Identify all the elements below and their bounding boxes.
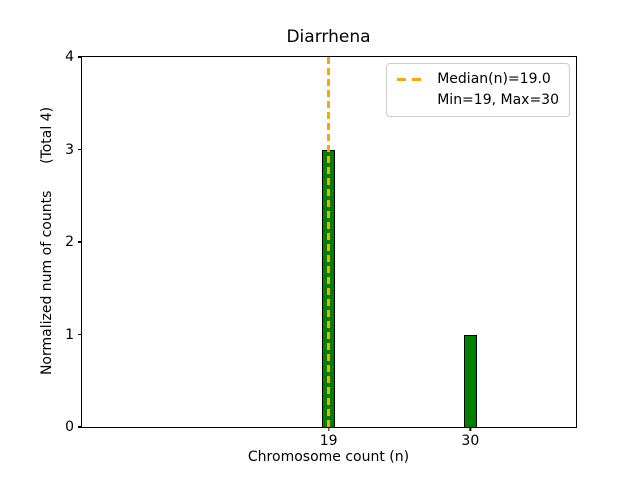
y-tick-label: 4 xyxy=(65,49,74,65)
x-axis-label: Chromosome count (n) xyxy=(247,449,410,465)
chart-title: Diarrhena xyxy=(286,27,371,47)
legend-minmax-label: Min=19, Max=30 xyxy=(437,92,559,108)
y-tick-label: 3 xyxy=(65,141,74,158)
y-tick-mark xyxy=(78,426,82,428)
y-tick-mark xyxy=(78,241,82,243)
y-tick-label: 1 xyxy=(65,326,74,343)
y-tick-label: 0 xyxy=(65,419,74,435)
plot-area: Median(n)=19.0 Min=19, Max=30 19 30 0 1 2 3 4 xyxy=(65,49,577,449)
y-tick-mark xyxy=(78,56,82,58)
y-tick-mark xyxy=(78,333,82,336)
legend: Median(n)=19.0 Min=19, Max=30 xyxy=(386,63,570,117)
median-line xyxy=(327,57,331,427)
x-tick-label: 30 xyxy=(461,433,480,449)
x-tick-label: 19 xyxy=(319,433,338,449)
y-axis-label: Normalized num of counts (Total 4) xyxy=(39,106,55,376)
median-dashed-line-icon xyxy=(397,78,426,81)
legend-row-median: Median(n)=19.0 xyxy=(397,69,559,90)
legend-row-minmax: Min=19, Max=30 xyxy=(437,90,559,111)
bar xyxy=(463,334,477,427)
y-tick-mark xyxy=(78,148,82,151)
x-tick-mark xyxy=(469,427,471,431)
legend-median-label: Median(n)=19.0 xyxy=(437,71,551,87)
y-tick-label: 2 xyxy=(65,234,74,250)
x-tick-mark xyxy=(327,427,330,431)
